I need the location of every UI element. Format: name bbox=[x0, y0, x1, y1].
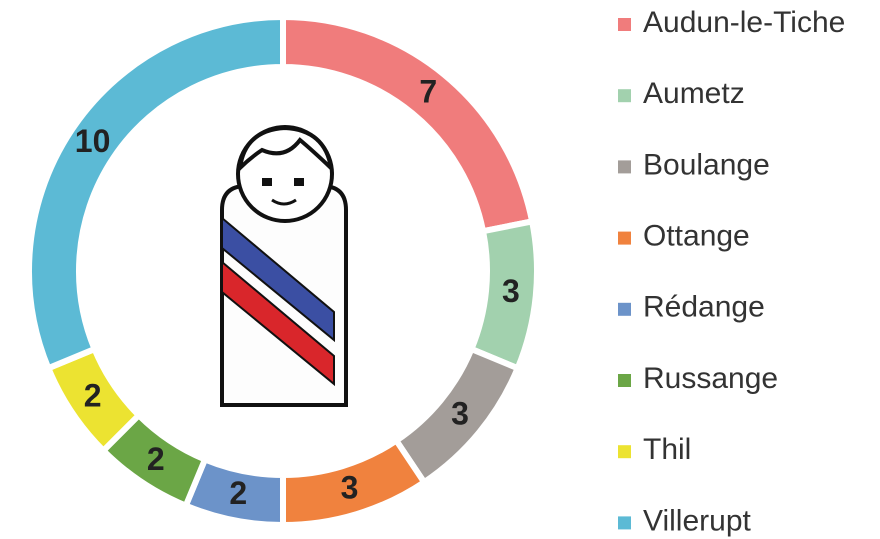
donut-segment bbox=[26, 13, 286, 373]
data-label: 3 bbox=[502, 273, 520, 309]
data-label: 3 bbox=[341, 470, 359, 506]
data-label: 2 bbox=[147, 441, 165, 477]
legend-swatch bbox=[618, 160, 631, 174]
data-label: 3 bbox=[451, 396, 469, 432]
legend-swatch bbox=[618, 231, 631, 245]
data-label: 7 bbox=[419, 73, 437, 109]
data-label: 2 bbox=[84, 378, 102, 414]
legend-label: Russange bbox=[643, 362, 778, 395]
legend-swatch bbox=[618, 89, 631, 103]
legend-label: Rédange bbox=[643, 291, 765, 324]
center-icon bbox=[220, 125, 348, 407]
legend-label: Boulange bbox=[643, 148, 770, 181]
legend-label: Thil bbox=[643, 433, 691, 466]
legend-swatch bbox=[618, 18, 631, 31]
legend-swatch bbox=[618, 374, 631, 387]
data-label: 2 bbox=[229, 475, 247, 511]
legend-swatch bbox=[618, 516, 631, 530]
legend-label: Audun-le-Tiche bbox=[643, 6, 845, 39]
legend-label: Ottange bbox=[643, 220, 750, 253]
legend-swatch bbox=[618, 302, 631, 316]
legend-swatch bbox=[618, 445, 631, 459]
data-label: 10 bbox=[75, 123, 111, 159]
legend-label: Villerupt bbox=[643, 504, 752, 537]
legend-label: Aumetz bbox=[643, 77, 745, 110]
